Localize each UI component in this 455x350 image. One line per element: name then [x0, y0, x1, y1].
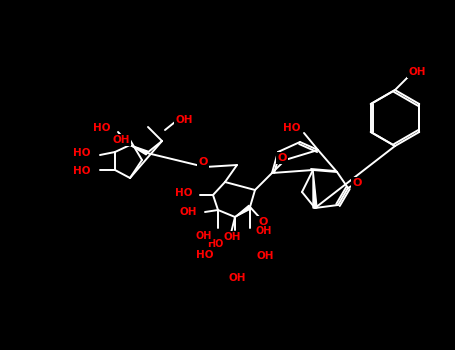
Polygon shape	[235, 205, 251, 217]
Text: OH: OH	[408, 67, 426, 77]
Text: HO: HO	[196, 250, 214, 260]
Text: HO: HO	[283, 123, 300, 133]
Text: OH: OH	[180, 207, 197, 217]
Text: O: O	[198, 157, 207, 167]
Text: HO: HO	[207, 239, 224, 249]
Text: OH: OH	[228, 273, 246, 283]
Text: O: O	[352, 178, 362, 188]
Text: OH: OH	[223, 232, 241, 242]
Text: HO: HO	[92, 123, 110, 133]
Text: HO: HO	[72, 166, 90, 176]
Polygon shape	[313, 170, 317, 208]
Text: O: O	[277, 153, 287, 163]
Text: OH: OH	[175, 115, 192, 125]
Text: HO: HO	[175, 188, 192, 198]
Text: OH: OH	[255, 226, 271, 236]
Polygon shape	[130, 145, 148, 155]
Text: OH: OH	[196, 231, 212, 241]
Text: O: O	[258, 217, 268, 227]
Text: OH: OH	[256, 251, 274, 261]
Text: OH: OH	[112, 135, 130, 145]
Text: HO: HO	[72, 148, 90, 158]
